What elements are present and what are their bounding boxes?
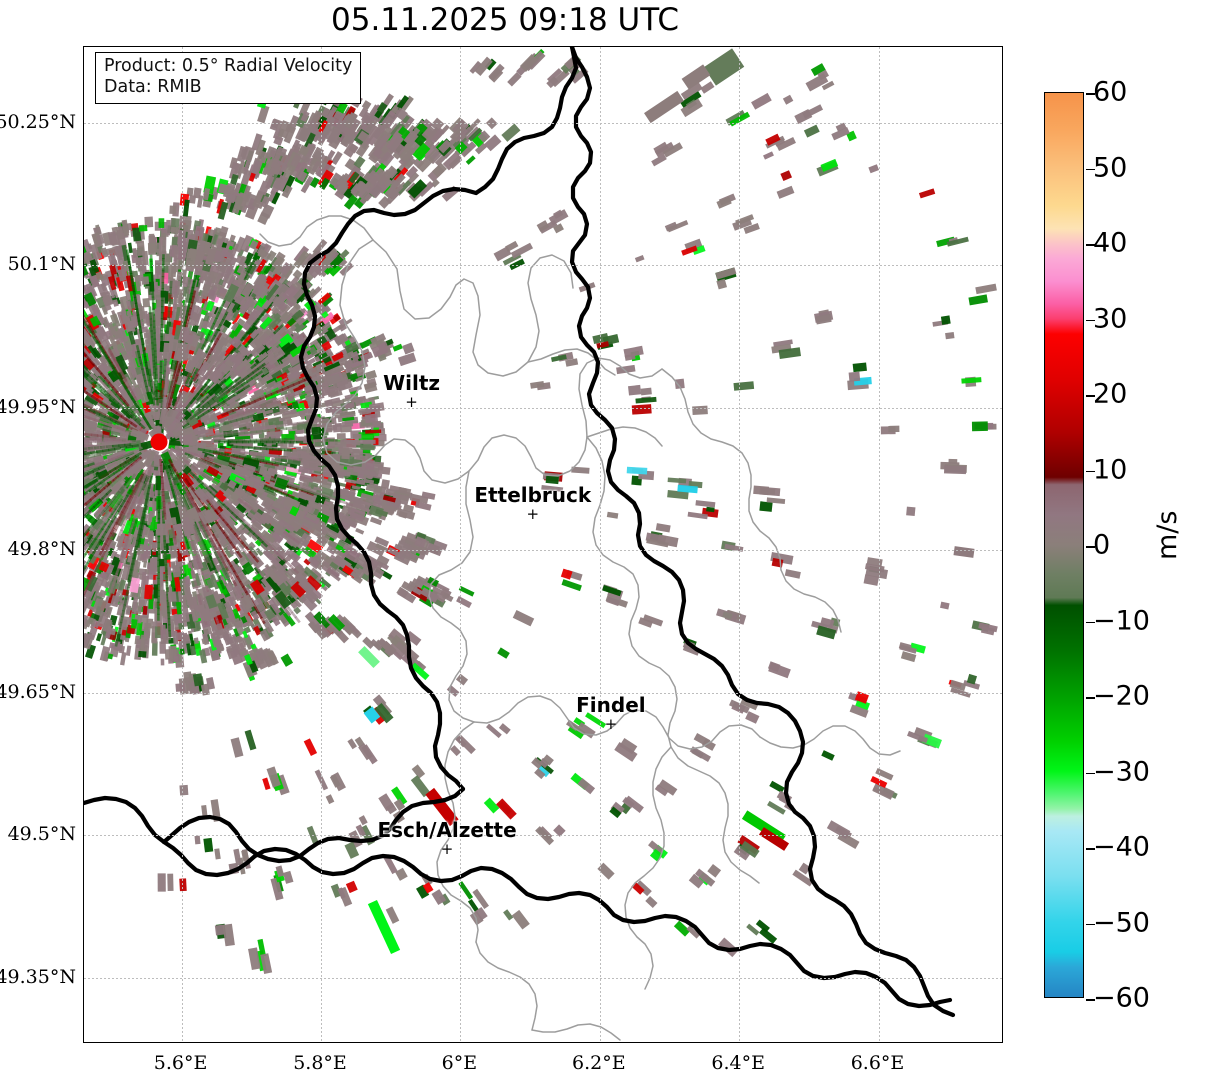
radar-echo-layer [84,48,998,974]
radar-echo-cell [352,433,362,439]
radar-echo-cell [142,605,148,615]
radar-echo-cell [372,420,382,427]
radar-echo-cell [170,226,179,234]
radar-echo-cell [316,439,324,443]
radar-echo-cell [119,651,127,666]
radar-echo-cell [160,658,165,666]
radar-echo-cell [155,262,161,274]
radar-echo-cell [95,633,103,642]
radar-echo-cell [125,645,132,656]
radar-echo-cell [138,224,148,232]
radar-echo-cell [149,254,153,262]
radar-echo-cell [360,444,375,451]
radar-echo-cell [360,439,376,444]
radar-echo-cell [341,421,354,428]
map-graphics [84,47,998,1041]
radar-echo-cell [155,626,161,639]
radar-echo-cell [214,499,225,510]
radar-echo-cell [151,641,158,656]
radar-echo-cell [231,313,241,326]
radar-echo-cell [336,433,346,440]
radar-echo-cell [160,598,167,615]
radar-map-plot: Product: 0.5° Radial Velocity Data: RMIB… [83,46,1003,1043]
radar-echo-cell [293,606,302,615]
radar-echo-cell [172,565,181,578]
radar-echo-cell [311,587,324,600]
radar-echo-cell [261,419,269,427]
radar-echo-cell [159,641,166,654]
radar-echo-cell [151,500,157,511]
radar-echo-cell [173,655,179,662]
page-title: 05.11.2025 09:18 UTC [331,2,679,38]
radar-echo-cell [141,276,150,285]
radar-echo-cell [164,648,174,660]
map-canvas: Product: 0.5° Radial Velocity Data: RMIB… [84,47,1002,1042]
radar-echo-cell [142,250,149,266]
radar-echo-cell [253,421,260,429]
radar-echo-cell [144,584,154,600]
radar-echo-cell [162,634,167,643]
radar-echo-cell [165,219,171,236]
radar-echo-cell [169,245,174,257]
radar-echo-cell [305,357,316,367]
radar-echo-cell [110,550,118,560]
radar-echo-cell [255,547,264,557]
radar-echo-cell [149,557,157,572]
radar-echo-cell [355,527,365,535]
radar-echo-cell [111,287,120,302]
radar-echo-cell [257,442,264,446]
radar-echo-cell [158,218,165,228]
radar-echo-cell [147,242,157,255]
radar-echo-cell [332,423,342,433]
radar-echo-cell [138,650,147,658]
